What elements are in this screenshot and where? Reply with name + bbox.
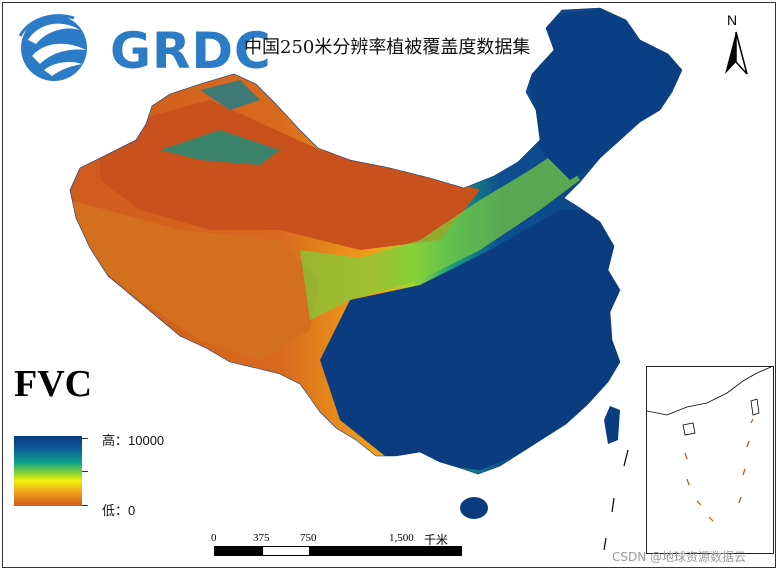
north-label: N bbox=[727, 12, 738, 28]
map-raster bbox=[70, 8, 682, 474]
legend-high-label: 高：10000 bbox=[102, 433, 165, 448]
scale-tick-1500: 1,500 bbox=[389, 532, 414, 544]
legend-title: FVC bbox=[14, 363, 93, 405]
legend-tick-high bbox=[82, 438, 88, 439]
scale-tick-750: 750 bbox=[300, 532, 317, 544]
globe-icon bbox=[18, 14, 87, 81]
south-china-sea-inset bbox=[646, 366, 774, 554]
map-title: 中国250米分辨率植被覆盖度数据集 bbox=[244, 37, 531, 58]
china-fvc-map bbox=[69, 7, 683, 551]
scale-unit: 千米 bbox=[424, 533, 449, 547]
legend-color-ramp bbox=[14, 436, 82, 506]
grdc-logo: GRDC bbox=[14, 10, 271, 86]
legend-tick-mid bbox=[82, 471, 88, 472]
legend-tick-low bbox=[82, 505, 88, 506]
watermark: CSDN @地球资源数据云 bbox=[612, 550, 747, 564]
inset-map bbox=[646, 366, 772, 522]
sea-boundary bbox=[603, 449, 629, 551]
scale-tick-375: 375 bbox=[253, 532, 270, 544]
logo-text: GRDC bbox=[110, 22, 272, 80]
taiwan-island bbox=[604, 406, 620, 444]
scale-tick-0: 0 bbox=[211, 532, 217, 544]
north-arrow-icon bbox=[725, 31, 748, 75]
hainan-island bbox=[460, 497, 488, 519]
scale-bar bbox=[214, 546, 462, 556]
legend-low-label: 低：0 bbox=[102, 503, 136, 518]
